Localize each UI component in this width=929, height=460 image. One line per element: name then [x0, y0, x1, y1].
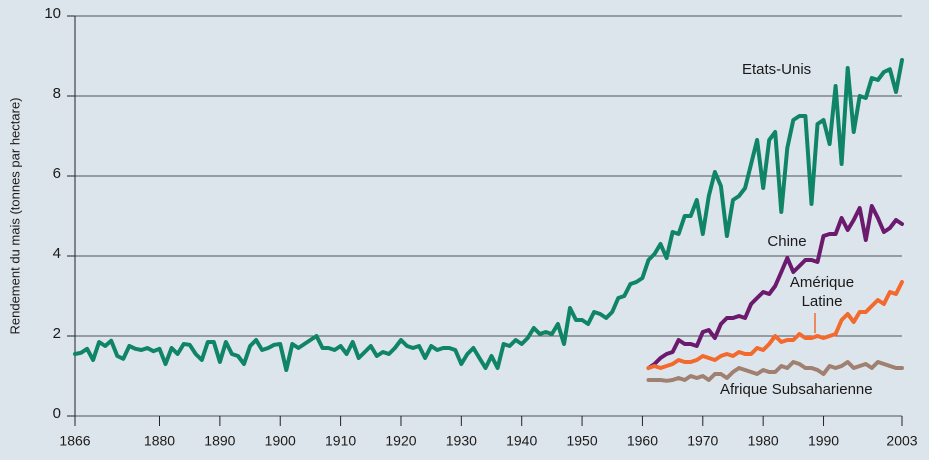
series-line	[646, 360, 904, 383]
x-tick-label: 1900	[265, 433, 296, 449]
y-tick-label: 6	[53, 165, 61, 182]
x-tick-label: 1890	[204, 433, 235, 449]
y-tick-label: 8	[53, 85, 61, 102]
y-tick-label: 2	[53, 325, 61, 342]
x-tick-label: 1990	[808, 433, 839, 449]
x-tick-label: 2003	[886, 433, 917, 449]
x-tick-label: 1920	[385, 433, 416, 449]
series-line	[646, 204, 904, 370]
series-label: Afrique Subsaharienne	[720, 381, 873, 398]
x-tick-label: 1960	[627, 433, 658, 449]
series-line	[646, 280, 904, 370]
series-label: Etats-Unis	[742, 61, 811, 78]
x-tick-label: 1910	[325, 433, 356, 449]
series-line	[73, 58, 904, 372]
series-label: Chine	[767, 233, 806, 250]
x-tick-label: 1880	[144, 433, 175, 449]
y-tick-label: 0	[53, 405, 61, 422]
x-tick-label: 1940	[506, 433, 537, 449]
y-axis-label: Rendement du mais (tonnes par hectare)	[7, 97, 22, 334]
y-tick-label: 10	[44, 5, 61, 22]
x-tick-label: 1980	[748, 433, 779, 449]
x-tick-label: 1866	[59, 433, 90, 449]
series-label: Amérique Latine	[790, 274, 854, 310]
x-tick-label: 1970	[687, 433, 718, 449]
y-tick-label: 4	[53, 245, 61, 262]
x-tick-label: 1930	[446, 433, 477, 449]
x-tick-label: 1950	[566, 433, 597, 449]
